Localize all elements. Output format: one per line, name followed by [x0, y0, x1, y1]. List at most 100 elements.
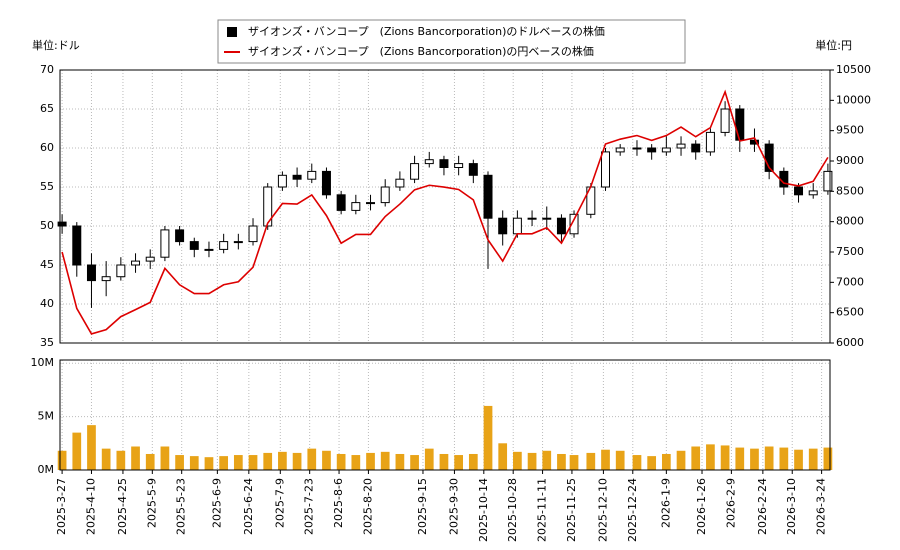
candle-body [483, 174, 493, 219]
volume-bar [691, 446, 701, 470]
volume-bar [615, 450, 625, 470]
volume-bar [175, 455, 184, 470]
y-tick-label: 40 [40, 297, 54, 310]
y2-tick-label: 6500 [836, 306, 864, 319]
candle-body [542, 217, 552, 220]
y-tick-label: 10M [31, 356, 55, 369]
volume-bar [513, 451, 522, 470]
candle-body [647, 147, 657, 153]
volume-bar [720, 445, 730, 470]
y2-tick-label: 8000 [836, 215, 864, 228]
x-tick-label: 2025-5-23 [175, 478, 188, 535]
volume-bar [706, 444, 715, 470]
candle-body [101, 276, 111, 282]
y-tick-label: 60 [40, 141, 54, 154]
volume-bar [661, 453, 671, 470]
candle-body [307, 170, 317, 180]
y2-tick-label: 10000 [836, 93, 871, 106]
legend-box [217, 19, 686, 64]
candle-body [292, 174, 302, 180]
plot-layer: 35 40 45 50 55 60 65 70 6000 6500 7000 7500 8000 8500… [31, 24, 872, 542]
volume-bar [735, 447, 745, 470]
y-tick-label: 70 [40, 63, 54, 76]
volume-bar [569, 455, 579, 470]
y2-tick-label: 7500 [836, 245, 864, 258]
volume-bar [87, 425, 96, 470]
candle-body [263, 186, 273, 227]
volume-bar [823, 447, 833, 470]
volume-bar [557, 453, 566, 470]
x-tick-label: 2025-4-10 [84, 478, 97, 535]
x-tick-label: 2026-2-24 [756, 478, 769, 535]
y2-tick-label: 10500 [836, 63, 871, 76]
x-tick-label: 2025-8-20 [361, 478, 374, 535]
volume-bar [750, 448, 759, 470]
volume-bar [647, 456, 657, 470]
volume-bar [454, 455, 463, 470]
x-tick-label: 2025-6-24 [242, 478, 255, 535]
y-tick-label: 5M [38, 410, 55, 423]
candle-body [749, 139, 759, 145]
volume-bar [808, 448, 818, 470]
x-tick-label: 2026-1-26 [695, 478, 708, 535]
candle-body [321, 170, 331, 196]
volume-bar [483, 405, 493, 470]
candle-body [808, 190, 818, 196]
y2-tick-label: 9500 [836, 124, 864, 137]
y-tick-label: 0M [38, 463, 55, 476]
y-tick-label: 50 [40, 219, 54, 232]
volume-bar [424, 448, 434, 470]
x-tick-label: 2025-10-28 [506, 478, 519, 542]
volume-bar [292, 452, 302, 470]
candle-body [468, 163, 478, 176]
volume-bar [351, 455, 361, 470]
legend-marker [227, 27, 237, 37]
candle-body [175, 229, 185, 243]
candle-body [691, 143, 701, 153]
candle-body [556, 217, 566, 235]
candle-body [410, 163, 420, 180]
x-tick-label: 2025-12-10 [596, 478, 609, 542]
candle-body [424, 159, 434, 165]
candle-body [615, 147, 625, 153]
price-line [61, 89, 829, 335]
x-tick-label: 2025-9-15 [416, 478, 429, 535]
volume-bar [278, 451, 287, 470]
x-tick-label: 2025-11-25 [565, 478, 578, 542]
x-tick-label: 2025-6-9 [210, 478, 223, 528]
legend-label: ザイオンズ・バンコープ (Zions Bancorporation)の円ベースの… [248, 44, 594, 58]
y2-tick-label: 9000 [836, 154, 864, 167]
candle-body [189, 241, 199, 250]
volume-bar [307, 448, 317, 470]
x-tick-label: 2025-8-6 [332, 478, 345, 528]
y2-tick-label: 6000 [836, 336, 864, 349]
candle-body [204, 248, 214, 251]
price-frame [59, 69, 831, 344]
candle-body [764, 143, 774, 172]
volume-bar [72, 432, 82, 470]
candle-body [233, 241, 243, 244]
candle-body [735, 108, 745, 141]
volume-bar [468, 453, 478, 470]
candle-body [454, 163, 464, 169]
candle-body [72, 225, 82, 266]
candle-body [277, 174, 287, 188]
candle-body [676, 143, 686, 149]
volume-bar [527, 452, 537, 470]
y-tick-label: 35 [40, 336, 54, 349]
x-tick-label: 2025-10-14 [477, 478, 490, 542]
candle-body [705, 131, 715, 153]
x-tick-label: 2025-12-24 [626, 478, 639, 542]
candle-body [794, 186, 804, 196]
candle-body [720, 108, 730, 133]
y-axis-label: 単位:ドル [32, 38, 80, 52]
volume-bar [366, 452, 375, 470]
candle-body [823, 170, 833, 192]
volume-bar [263, 452, 273, 470]
candle-body [219, 241, 229, 250]
volume-bar [632, 455, 642, 470]
candle-body [661, 147, 671, 153]
candle-body [439, 159, 449, 168]
candle-body [131, 260, 141, 266]
